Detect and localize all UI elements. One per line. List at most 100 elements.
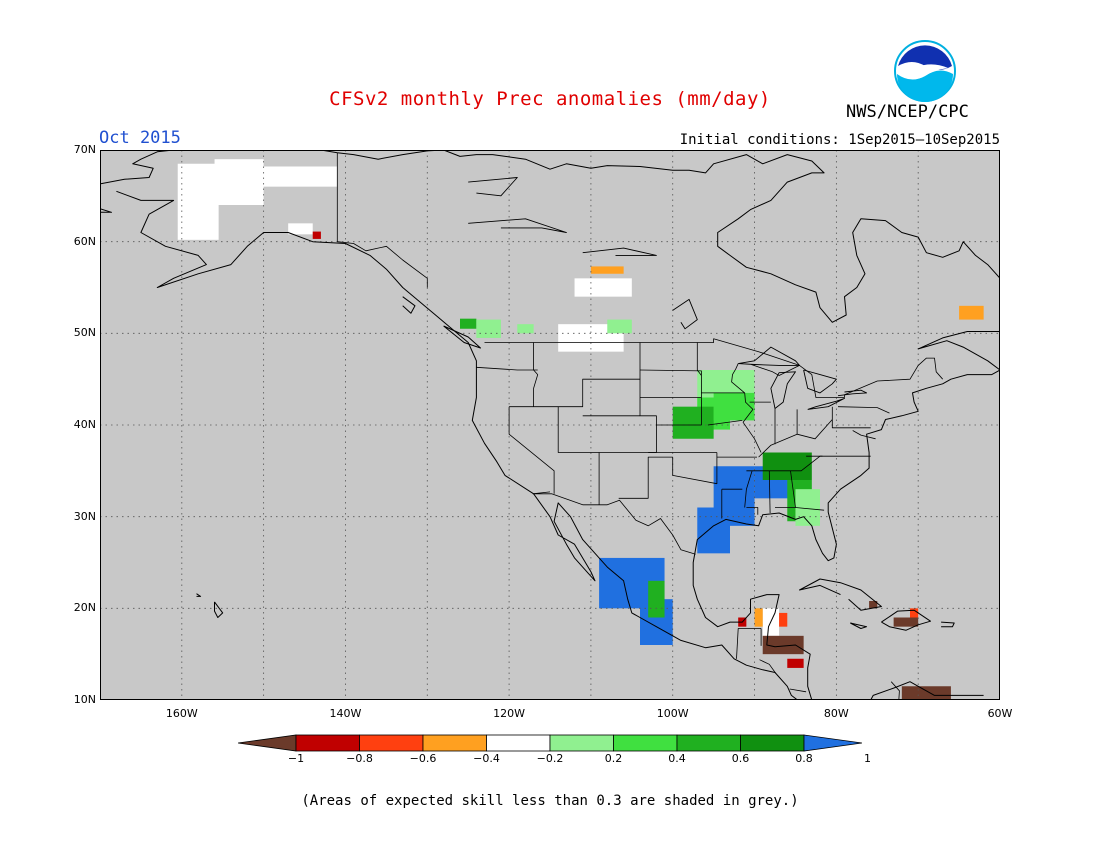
colorbar-label: 0.4 bbox=[668, 752, 686, 765]
state-borders bbox=[336, 152, 944, 700]
border-line bbox=[736, 628, 762, 659]
map-frame bbox=[100, 150, 1000, 700]
precip-anomaly-map bbox=[100, 150, 1000, 700]
lake-outline bbox=[738, 346, 800, 366]
anomaly-tennessee-green bbox=[762, 452, 812, 480]
anomaly-hispaniola-red bbox=[910, 608, 919, 618]
anomaly-regions bbox=[177, 159, 984, 700]
border-line bbox=[618, 452, 718, 499]
anomaly-labrador-orange bbox=[959, 305, 984, 320]
anomaly-alaska-north-2 bbox=[214, 159, 264, 205]
border-line bbox=[731, 363, 762, 453]
anomaly-prairie-green bbox=[607, 319, 632, 334]
anomaly-canada-orange bbox=[590, 266, 624, 274]
colorbar-label: −0.6 bbox=[409, 752, 437, 765]
border-line bbox=[707, 420, 743, 426]
border-line bbox=[890, 681, 900, 700]
colorbar bbox=[238, 734, 862, 752]
lake-outline bbox=[807, 397, 845, 410]
colorbar-label: 0.2 bbox=[604, 752, 623, 765]
anomaly-alaska-dry bbox=[312, 231, 321, 239]
colorbar-low-arrow bbox=[238, 734, 297, 752]
anomaly-bc-lightgreen bbox=[476, 319, 501, 338]
colorbar-label: −1 bbox=[287, 752, 305, 765]
border-line bbox=[337, 241, 428, 288]
colorbar-high-arrow bbox=[803, 734, 862, 752]
anomaly-central-am-brown bbox=[762, 635, 804, 655]
colorbar-label: −0.8 bbox=[346, 752, 373, 765]
coastline bbox=[443, 325, 481, 349]
border-line bbox=[789, 688, 807, 693]
lon-label: 100W bbox=[656, 707, 689, 720]
border-line bbox=[768, 470, 771, 514]
coastline bbox=[100, 208, 112, 213]
anomaly-midwest-darkgreen bbox=[672, 406, 714, 439]
anomaly-nicaragua-dark bbox=[787, 658, 804, 668]
skill-footnote: (Areas of expected skill less than 0.3 a… bbox=[301, 793, 799, 809]
lake-outline bbox=[672, 298, 698, 330]
coastline bbox=[304, 150, 1000, 700]
coastline bbox=[402, 296, 416, 314]
anomaly-idaho-lightgreen bbox=[517, 324, 534, 334]
forecast-month: Oct 2015 bbox=[99, 128, 181, 148]
border-line bbox=[775, 507, 825, 511]
lat-label: 50N bbox=[73, 326, 96, 340]
anomaly-venezuela-brown bbox=[901, 686, 951, 700]
border-line bbox=[744, 470, 753, 508]
anomaly-iowa-green bbox=[713, 392, 755, 421]
anomaly-yucatan-red bbox=[779, 612, 788, 627]
colorbar-bin bbox=[295, 734, 360, 752]
coastline bbox=[799, 578, 882, 611]
anomaly-yucatan-orange bbox=[754, 608, 763, 627]
coastlines bbox=[100, 150, 1000, 700]
colorbar-bin bbox=[359, 734, 424, 752]
colorbar-label: 0.6 bbox=[731, 752, 750, 765]
lon-label: 80W bbox=[823, 707, 849, 720]
border-line bbox=[751, 364, 800, 376]
border-line bbox=[831, 406, 871, 429]
initial-conditions: Initial conditions: 1Sep2015—10Sep2015 bbox=[679, 132, 1000, 148]
lon-label: 140W bbox=[329, 707, 362, 720]
border-line bbox=[790, 470, 796, 508]
lake-outline bbox=[468, 177, 518, 197]
border-line bbox=[759, 659, 777, 674]
colorbar-label: 0.8 bbox=[795, 752, 813, 765]
lon-label: 120W bbox=[493, 707, 526, 720]
colorbar-label: 1 bbox=[864, 752, 871, 765]
coastline bbox=[100, 150, 174, 185]
lat-label: 40N bbox=[73, 418, 96, 431]
coastline bbox=[214, 601, 224, 618]
lake-outline bbox=[770, 371, 796, 409]
colorbar-bin bbox=[676, 734, 741, 752]
anomaly-hispaniola-brown bbox=[893, 617, 919, 627]
anomaly-alaska-south bbox=[288, 223, 313, 235]
colorbar-bin bbox=[422, 734, 487, 752]
lat-label: 60N bbox=[73, 234, 96, 248]
anomaly-alaska-north bbox=[177, 163, 219, 240]
lat-label: 20N bbox=[73, 601, 96, 615]
noaa-logo-icon bbox=[894, 40, 956, 102]
border-line bbox=[746, 507, 759, 515]
coastline bbox=[941, 621, 955, 628]
anomaly-bc-green bbox=[460, 318, 477, 329]
lake-outline bbox=[468, 218, 567, 233]
border-line bbox=[639, 369, 702, 426]
colorbar-label: −0.4 bbox=[473, 752, 500, 765]
border-line bbox=[533, 493, 696, 555]
border-line bbox=[533, 342, 539, 407]
coastline bbox=[850, 622, 868, 629]
colorbar-bin bbox=[740, 734, 805, 752]
anomaly-mexico-green bbox=[648, 580, 665, 618]
border-line bbox=[837, 406, 890, 414]
lake-outline bbox=[582, 247, 657, 256]
lat-label: 10N bbox=[73, 693, 96, 706]
border-line bbox=[557, 406, 600, 453]
border-line bbox=[852, 430, 876, 440]
anomaly-texas-blue bbox=[697, 507, 730, 554]
colorbar-bin bbox=[486, 734, 551, 752]
colorbar-bin bbox=[613, 734, 678, 752]
lake-outline bbox=[803, 369, 837, 394]
lon-label: 160W bbox=[165, 707, 198, 720]
border-line bbox=[746, 455, 871, 472]
coastline bbox=[881, 609, 931, 631]
